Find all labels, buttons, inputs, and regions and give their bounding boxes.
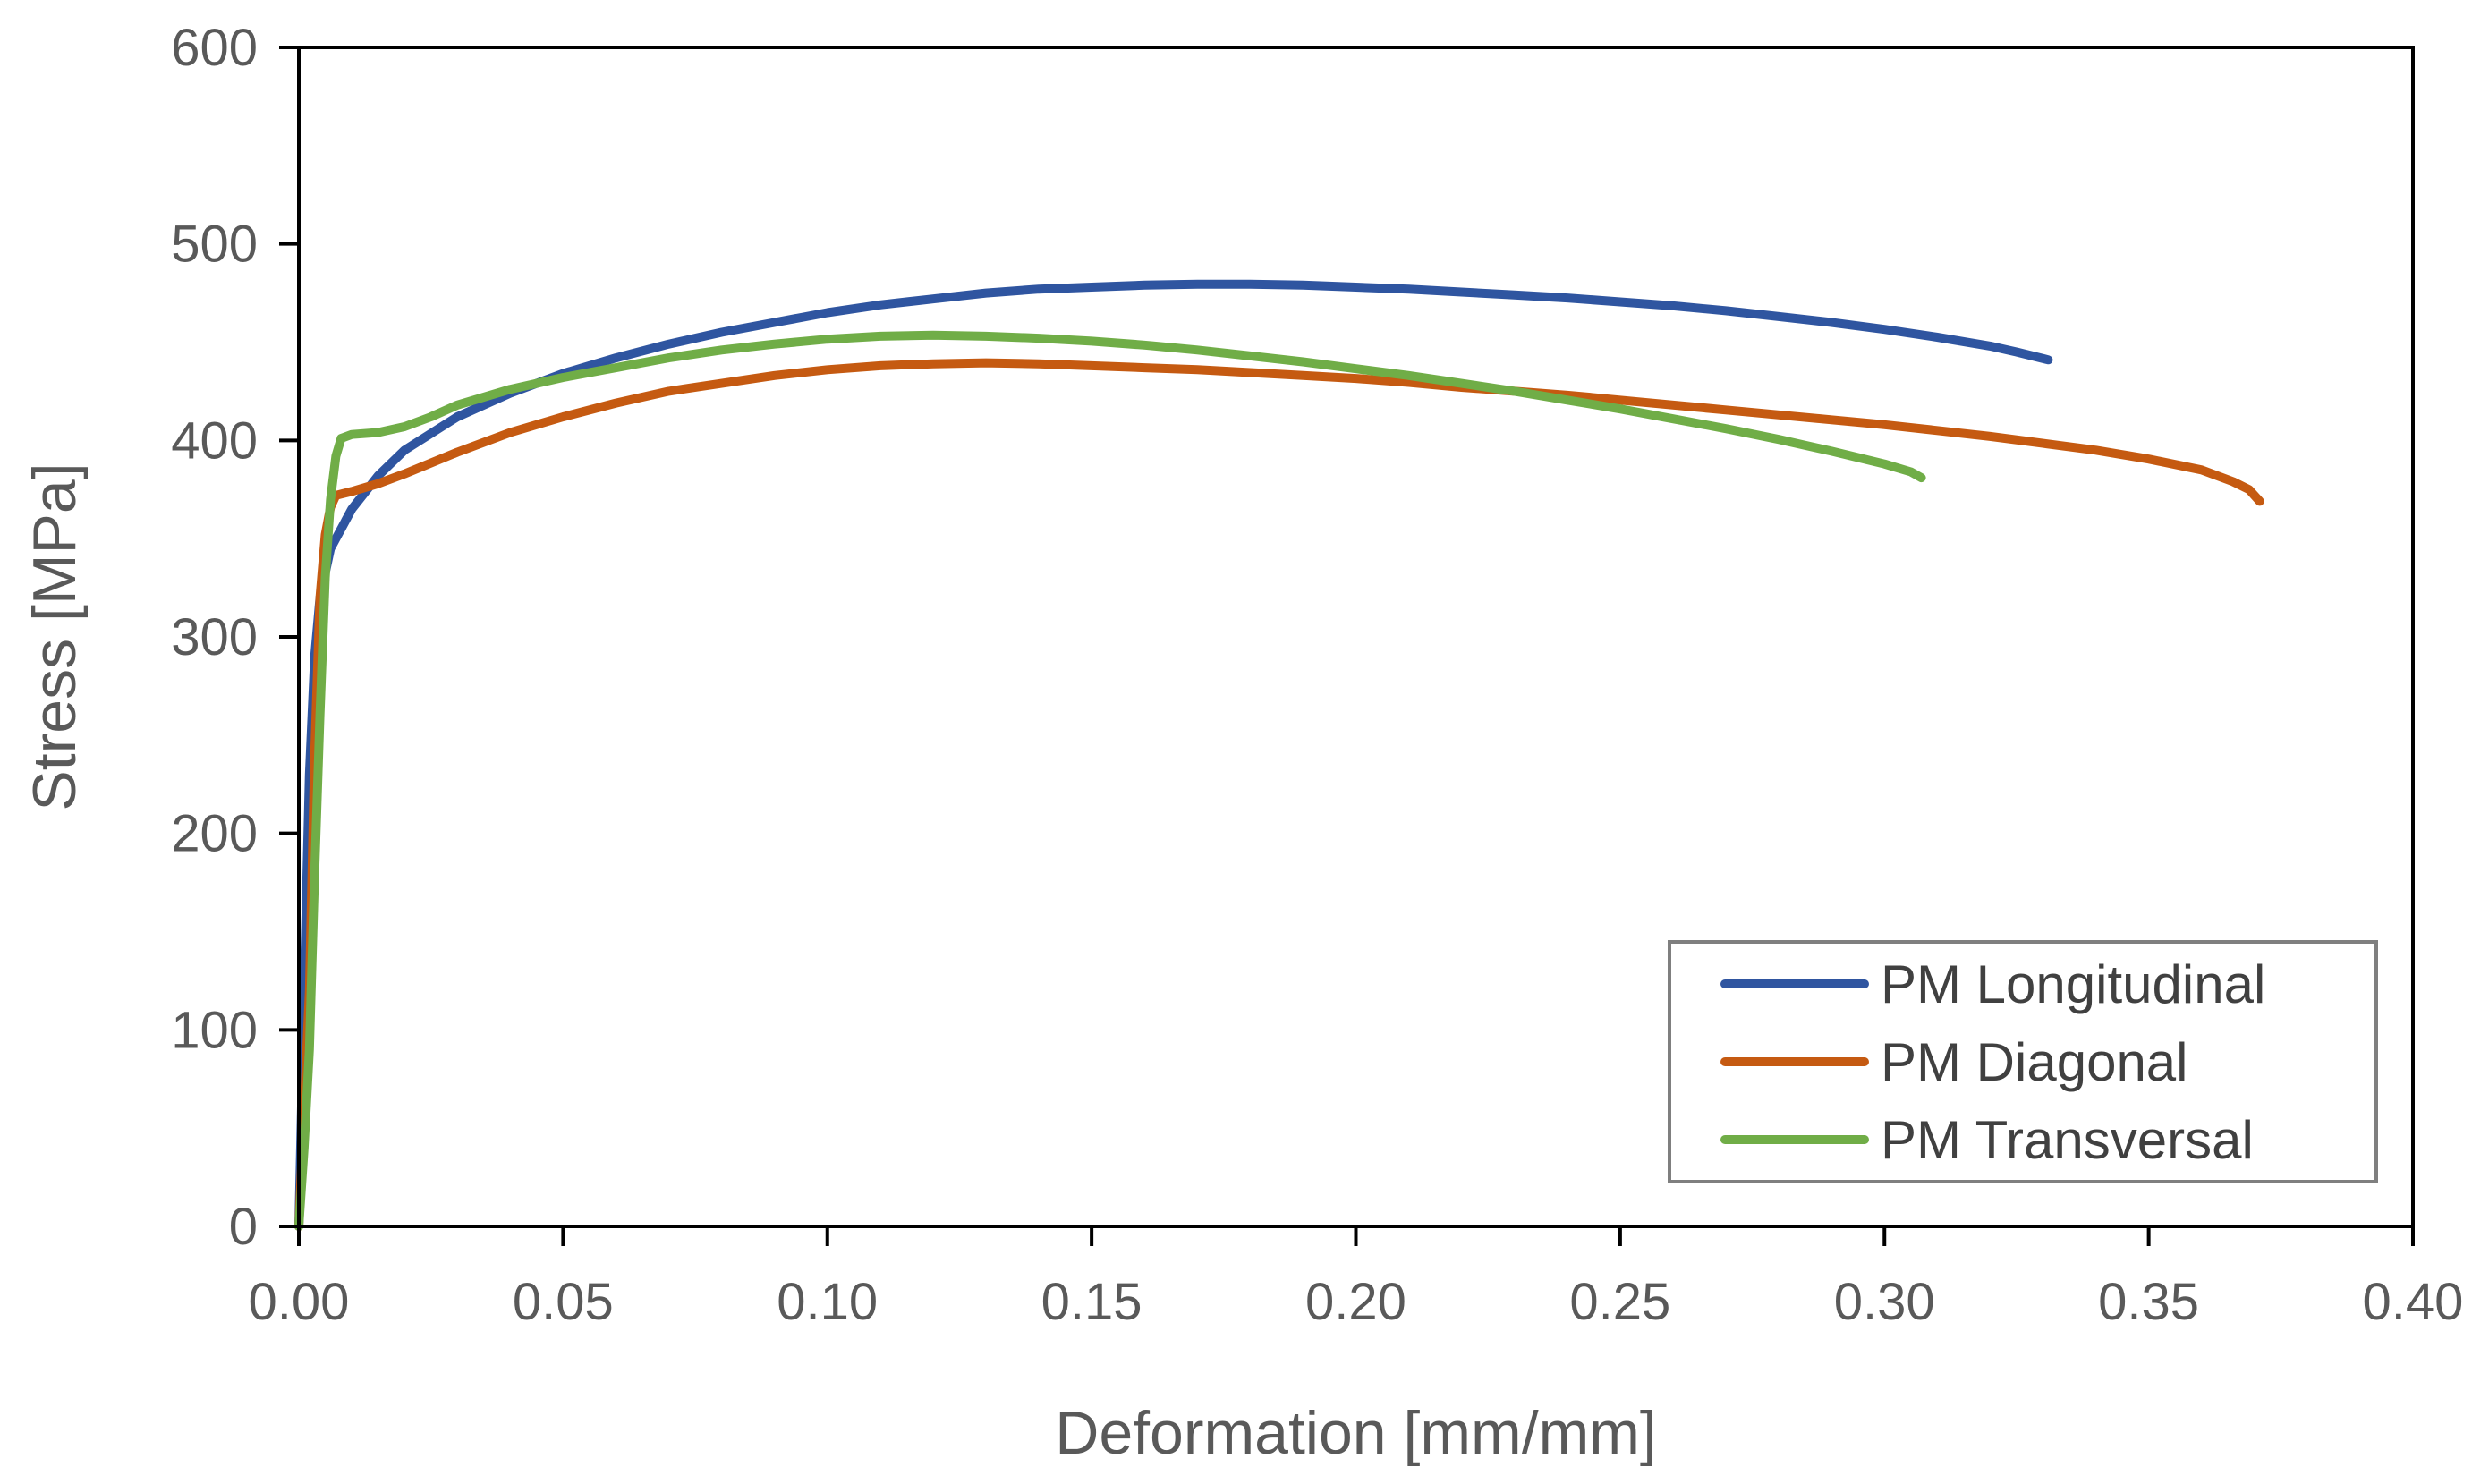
y-tick-label: 300 bbox=[171, 608, 258, 666]
x-tick-label: 0.25 bbox=[1569, 1273, 1670, 1331]
y-tick-label: 400 bbox=[171, 411, 258, 470]
x-tick-label: 0.20 bbox=[1305, 1273, 1406, 1331]
series-layer bbox=[294, 279, 2264, 1231]
x-tick-label: 0.35 bbox=[2098, 1273, 2199, 1331]
x-tick-label: 0.00 bbox=[249, 1273, 350, 1331]
legend-label-pm-transversal: PM Transversal bbox=[1881, 1110, 2254, 1170]
x-tick-label: 0.30 bbox=[1834, 1273, 1935, 1331]
y-tick-label: 200 bbox=[171, 805, 258, 863]
x-axis-ticks: 0.00 0.05 0.10 0.15 0.20 0.25 0.30 0.35 0.40 bbox=[249, 1226, 2464, 1331]
y-axis-ticks: 0 100 200 300 400 500 600 bbox=[171, 19, 299, 1256]
series-line-pm-transversal bbox=[294, 330, 1926, 1231]
series-line-pm-longitudinal bbox=[294, 279, 2053, 1231]
x-tick-label: 0.40 bbox=[2363, 1273, 2464, 1331]
series-line-pm-diagonal bbox=[294, 358, 2264, 1231]
y-axis-title: Stress [MPa] bbox=[21, 462, 89, 810]
x-tick-label: 0.15 bbox=[1041, 1273, 1143, 1331]
legend: PM Longitudinal PM Diagonal PM Transvers… bbox=[1668, 940, 2378, 1183]
x-axis-title: Deformation [mm/mm] bbox=[1055, 1399, 1657, 1467]
y-tick-label: 600 bbox=[171, 19, 258, 77]
x-tick-label: 0.10 bbox=[777, 1273, 878, 1331]
x-tick-label: 0.05 bbox=[513, 1273, 614, 1331]
legend-label-pm-longitudinal: PM Longitudinal bbox=[1881, 954, 2265, 1014]
y-tick-label: 0 bbox=[229, 1198, 258, 1256]
legend-label-pm-diagonal: PM Diagonal bbox=[1881, 1032, 2188, 1092]
y-tick-label: 100 bbox=[171, 1001, 258, 1059]
y-tick-label: 500 bbox=[171, 216, 258, 274]
